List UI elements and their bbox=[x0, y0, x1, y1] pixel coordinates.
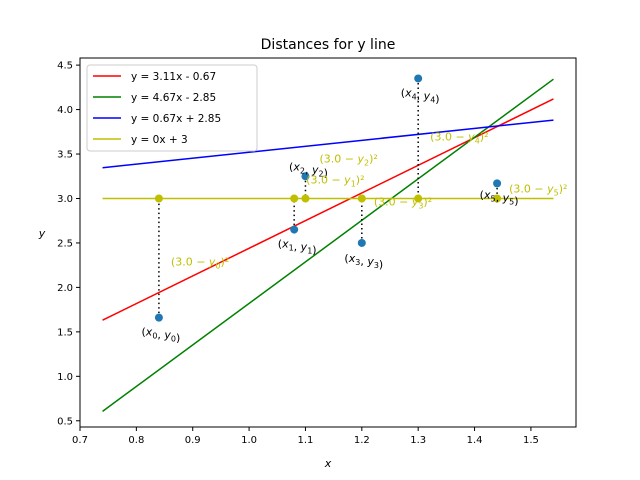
axis-ticks: 0.7 0.8 0.9 1.0 1.1 1.2 1.3 1.4 1.5 0.5 1.0 1.5 2.0 2… bbox=[57, 61, 539, 446]
y-tick-label-5: 3.0 bbox=[57, 194, 73, 205]
projected-point-4 bbox=[414, 194, 423, 203]
point-label-5: (x5, y5) bbox=[480, 188, 519, 207]
point-label-0: (x0, y0) bbox=[142, 326, 181, 345]
y-tick-label-2: 1.5 bbox=[57, 327, 73, 338]
projected-point-2 bbox=[301, 194, 310, 203]
series-line-2 bbox=[102, 119, 554, 169]
point-label-3: (x3, y3) bbox=[344, 252, 383, 271]
projected-point-5 bbox=[493, 194, 502, 203]
legend-entry-2: y = 0.67x + 2.85 bbox=[131, 113, 221, 125]
legend-entry-3: y = 0x + 3 bbox=[131, 134, 188, 146]
chart-title: Distances for y line bbox=[261, 37, 396, 53]
distance-label-0: (3.0 − y0)² bbox=[171, 256, 229, 271]
data-point-5 bbox=[493, 179, 502, 188]
x-tick-label-6: 1.3 bbox=[410, 435, 426, 446]
y-tick-label-3: 2.0 bbox=[57, 283, 73, 294]
data-point-1 bbox=[290, 225, 299, 234]
data-point-3 bbox=[357, 238, 366, 247]
point-label-2: (x2, y2) bbox=[289, 160, 328, 179]
y-tick-label-7: 4.0 bbox=[57, 105, 73, 116]
x-axis-title: x bbox=[324, 457, 332, 470]
y-tick-label-4: 2.5 bbox=[57, 238, 73, 249]
projected-point-0 bbox=[154, 194, 163, 203]
distance-label-4: (3.0 − y4)² bbox=[430, 130, 488, 145]
y-tick-label-0: 0.5 bbox=[57, 416, 73, 427]
x-tick-label-2: 0.9 bbox=[185, 435, 201, 446]
y-tick-label-8: 4.5 bbox=[57, 61, 73, 72]
y-axis-title: y bbox=[38, 227, 46, 240]
distance-label-5: (3.0 − y5)² bbox=[509, 182, 567, 197]
distance-label-3: (3.0 − y3)² bbox=[374, 195, 432, 210]
data-point-4 bbox=[414, 74, 423, 83]
x-tick-label-4: 1.1 bbox=[298, 435, 314, 446]
x-tick-label-8: 1.5 bbox=[523, 435, 539, 446]
x-tick-label-7: 1.4 bbox=[467, 435, 483, 446]
legend-box bbox=[86, 64, 258, 152]
x-tick-label-1: 0.8 bbox=[128, 435, 144, 446]
projected-point-3 bbox=[357, 194, 366, 203]
projected-point-1 bbox=[290, 194, 299, 203]
legend: y = 3.11x - 0.67 y = 4.67x - 2.85 y = 0.67… bbox=[86, 64, 258, 152]
point-label-1: (x1, y1) bbox=[278, 238, 317, 257]
x-tick-label-3: 1.0 bbox=[241, 435, 257, 446]
y-tick-label-6: 3.5 bbox=[57, 150, 73, 161]
point-label-4: (x4, y4) bbox=[401, 86, 440, 105]
series-line-0 bbox=[102, 98, 554, 321]
plot-area: (x0, y0) (x1, y1) (x2, y2) (x3, y3) (x4, y4)… bbox=[102, 74, 567, 412]
y-tick-label-1: 1.0 bbox=[57, 372, 73, 383]
data-point-2 bbox=[301, 172, 310, 181]
x-tick-label-5: 1.2 bbox=[354, 435, 370, 446]
distance-label-2: (3.0 − y2)² bbox=[319, 152, 377, 167]
legend-entry-1: y = 4.67x - 2.85 bbox=[131, 92, 216, 104]
legend-entry-0: y = 3.11x - 0.67 bbox=[131, 71, 216, 83]
x-tick-label-0: 0.7 bbox=[72, 435, 88, 446]
distance-label-1: (3.0 − y1)² bbox=[306, 173, 364, 188]
series-line-1 bbox=[102, 78, 554, 412]
data-point-0 bbox=[154, 313, 163, 322]
